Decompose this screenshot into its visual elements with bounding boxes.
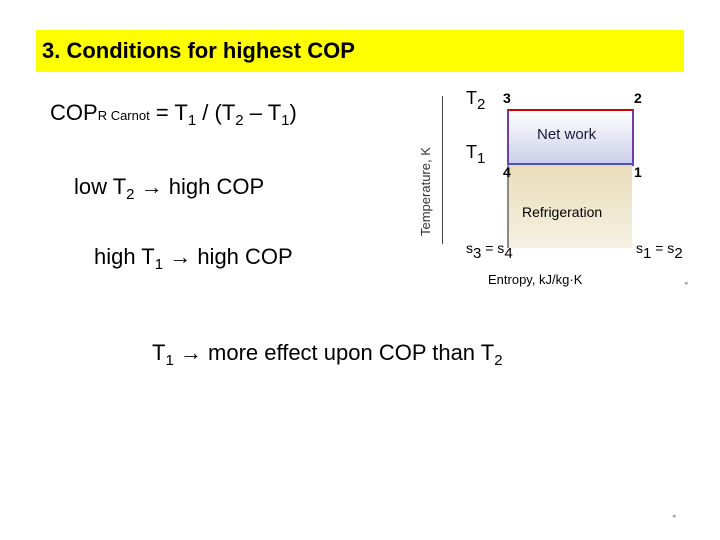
conclusion-statement: T1 → more effect upon COP than T2	[152, 340, 503, 369]
line2-post: → high COP	[134, 174, 265, 199]
bottom-pre: T	[152, 340, 166, 365]
y-axis-label: Temperature, K	[418, 147, 433, 236]
t1-subscript: 1	[187, 112, 197, 129]
s3-sub: 3	[473, 245, 482, 262]
refrigeration-area	[507, 164, 632, 248]
formula-div: / (T	[196, 100, 236, 125]
t2-letter: T	[466, 88, 477, 108]
point-2-label: 2	[634, 90, 642, 106]
s1-letter: s	[636, 240, 643, 256]
point-1-label: 1	[634, 164, 642, 180]
bottom-sub1: 1	[165, 352, 174, 369]
point-3-label: 3	[503, 90, 511, 106]
y-axis-line	[442, 96, 443, 244]
line2-pre: low T	[74, 174, 127, 199]
cop-subscript: R Carnot	[97, 108, 150, 123]
cop-formula: COPR Carnot = T1 / (T2 – T1)	[50, 100, 297, 129]
t2-sub: 2	[477, 96, 486, 113]
s3-s4-label: s3 = s4	[466, 240, 513, 262]
t2-label: T2	[466, 88, 485, 113]
line3-pre: high T	[94, 244, 155, 269]
s3-letter: s	[466, 240, 473, 256]
formula-eq: = T	[149, 100, 188, 125]
t1-label: T1	[466, 142, 485, 167]
title-bar: 3. Conditions for highest COP	[36, 30, 684, 72]
slide-dot: ◂	[684, 280, 688, 287]
refrigeration-label: Refrigeration	[522, 204, 603, 220]
t2-subscript: 2	[235, 112, 244, 129]
line3-post: → high COP	[163, 244, 293, 269]
t1-letter: T	[466, 142, 477, 162]
line2-sub: 2	[126, 186, 135, 203]
low-t2-statement: low T2 → high COP	[74, 174, 264, 203]
net-work-area: Net work	[507, 109, 634, 166]
s1-sub: 1	[643, 245, 652, 262]
s1-eq: = s	[651, 240, 675, 256]
t1-sub: 1	[477, 150, 486, 167]
bottom-sub2: 2	[494, 352, 503, 369]
slide-dot-bottom: ◂	[672, 513, 676, 520]
line3-sub: 1	[154, 256, 164, 273]
s3-eq: = s	[481, 240, 505, 256]
s2-sub: 2	[674, 245, 683, 262]
formula-minus: – T	[243, 100, 282, 125]
net-work-label: Net work	[537, 126, 597, 143]
t1b-subscript: 1	[281, 112, 290, 129]
formula-close: )	[289, 100, 297, 125]
process-line-4-1	[507, 163, 632, 165]
point-4-label: 4	[503, 164, 511, 180]
s1-s2-label: s1 = s2	[636, 240, 683, 262]
page-title: 3. Conditions for highest COP	[42, 38, 355, 63]
cop-label: COP	[50, 100, 98, 125]
bottom-mid: → more effect upon COP than T	[173, 340, 495, 365]
s4-sub: 4	[504, 245, 513, 262]
high-t1-statement: high T1 → high COP	[94, 244, 293, 273]
x-axis-label: Entropy, kJ/kg·K	[488, 272, 583, 287]
